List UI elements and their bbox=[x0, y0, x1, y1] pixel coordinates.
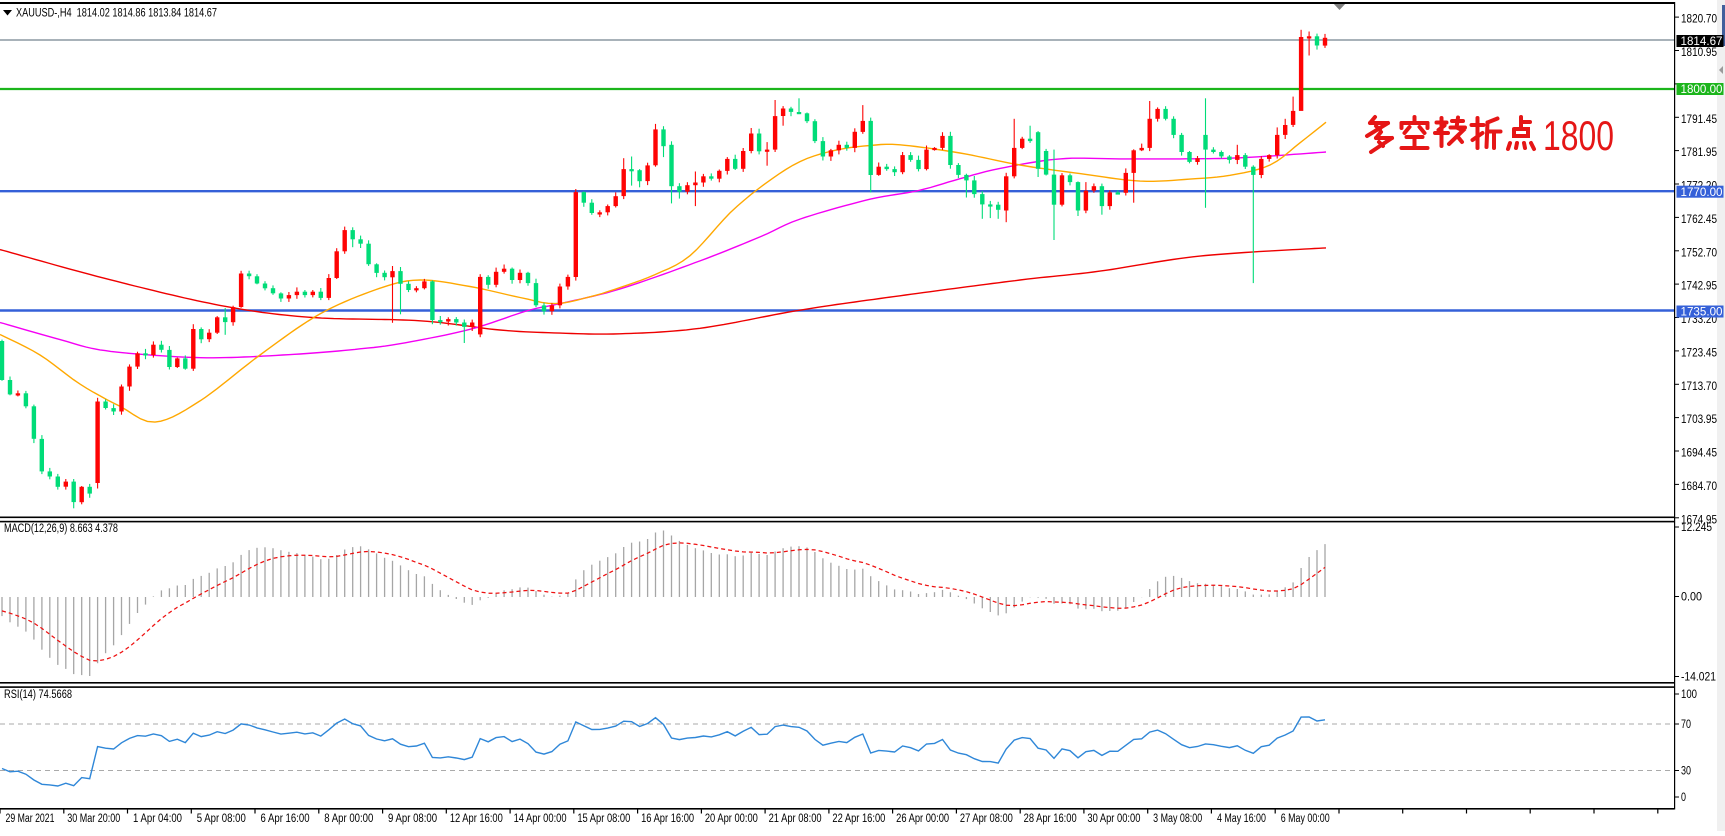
svg-text:70: 70 bbox=[1681, 717, 1691, 731]
svg-text:6 Apr 16:00: 6 Apr 16:00 bbox=[261, 813, 310, 825]
svg-text:20 Apr 00:00: 20 Apr 00:00 bbox=[705, 813, 758, 825]
svg-text:1674.95: 1674.95 bbox=[1681, 512, 1717, 526]
svg-text:1820.70: 1820.70 bbox=[1681, 12, 1717, 26]
svg-text:1713.70: 1713.70 bbox=[1681, 379, 1717, 393]
svg-text:14 Apr 00:00: 14 Apr 00:00 bbox=[514, 813, 567, 825]
svg-text:1752.70: 1752.70 bbox=[1681, 245, 1717, 259]
svg-text:12.245: 12.245 bbox=[1681, 520, 1712, 534]
svg-text:3 May 08:00: 3 May 08:00 bbox=[1153, 813, 1202, 825]
svg-text:12 Apr 16:00: 12 Apr 16:00 bbox=[450, 813, 503, 825]
svg-text:1703.95: 1703.95 bbox=[1681, 412, 1717, 426]
svg-text:4 May 16:00: 4 May 16:00 bbox=[1217, 813, 1266, 825]
svg-text:1800.00: 1800.00 bbox=[1681, 82, 1723, 96]
svg-text:1810.95: 1810.95 bbox=[1681, 45, 1717, 59]
svg-text:1694.45: 1694.45 bbox=[1681, 446, 1717, 460]
svg-text:0: 0 bbox=[1681, 790, 1686, 804]
svg-text:1770.00: 1770.00 bbox=[1681, 185, 1723, 199]
svg-text:27 Apr 08:00: 27 Apr 08:00 bbox=[960, 813, 1013, 825]
svg-text:1800: 1800 bbox=[1543, 112, 1614, 159]
svg-text:30: 30 bbox=[1681, 764, 1691, 778]
svg-text:8 Apr 00:00: 8 Apr 00:00 bbox=[324, 813, 373, 825]
svg-text:29 Mar 2021: 29 Mar 2021 bbox=[6, 813, 55, 825]
svg-text:RSI(14) 74.5668: RSI(14) 74.5668 bbox=[4, 689, 72, 701]
svg-text:1814.67: 1814.67 bbox=[1681, 34, 1723, 48]
svg-text:15 Apr 08:00: 15 Apr 08:00 bbox=[577, 813, 630, 825]
svg-text:6 May 00:00: 6 May 00:00 bbox=[1281, 813, 1330, 825]
svg-text:21 Apr 08:00: 21 Apr 08:00 bbox=[769, 813, 822, 825]
svg-text:1 Apr 04:00: 1 Apr 04:00 bbox=[133, 813, 182, 825]
svg-text:1723.45: 1723.45 bbox=[1681, 346, 1717, 360]
svg-text:0.00: 0.00 bbox=[1681, 590, 1702, 604]
svg-text:22 Apr 16:00: 22 Apr 16:00 bbox=[832, 813, 885, 825]
svg-text:30 Mar 20:00: 30 Mar 20:00 bbox=[67, 813, 120, 825]
svg-text:28 Apr 16:00: 28 Apr 16:00 bbox=[1024, 813, 1077, 825]
svg-text:MACD(12,26,9) 8.663 4.378: MACD(12,26,9) 8.663 4.378 bbox=[4, 523, 118, 535]
svg-text:1762.45: 1762.45 bbox=[1681, 212, 1717, 226]
svg-text:-14.021: -14.021 bbox=[1681, 670, 1716, 684]
svg-text:1791.45: 1791.45 bbox=[1681, 112, 1717, 126]
svg-text:XAUUSD-,H4 1814.02 1814.86 18: XAUUSD-,H4 1814.02 1814.86 1813.84 1814.… bbox=[16, 8, 217, 20]
svg-text:9 Apr 08:00: 9 Apr 08:00 bbox=[388, 813, 437, 825]
svg-text:1735.00: 1735.00 bbox=[1681, 305, 1723, 319]
svg-text:16 Apr 16:00: 16 Apr 16:00 bbox=[641, 813, 694, 825]
svg-text:5 Apr 08:00: 5 Apr 08:00 bbox=[197, 813, 246, 825]
svg-text:1742.95: 1742.95 bbox=[1681, 279, 1717, 293]
svg-text:1684.70: 1684.70 bbox=[1681, 479, 1717, 493]
svg-text:1781.95: 1781.95 bbox=[1681, 145, 1717, 159]
svg-text:26 Apr 00:00: 26 Apr 00:00 bbox=[896, 813, 949, 825]
svg-text:30 Apr 00:00: 30 Apr 00:00 bbox=[1087, 813, 1140, 825]
svg-text:100: 100 bbox=[1681, 687, 1697, 701]
